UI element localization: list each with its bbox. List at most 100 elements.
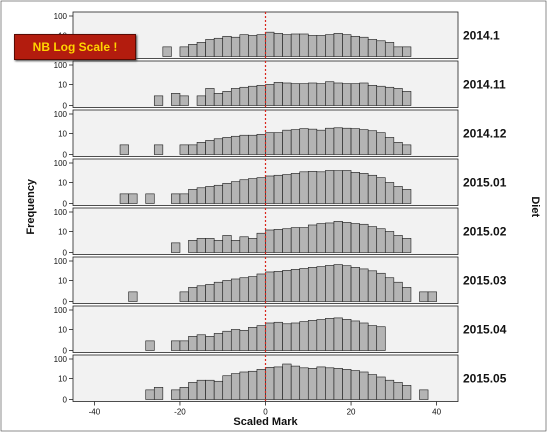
histogram-bar — [342, 265, 352, 302]
histogram-bar — [273, 174, 283, 204]
histogram-bar — [307, 320, 318, 351]
histogram-bar — [230, 373, 241, 400]
histogram-bar — [188, 382, 198, 400]
histogram-bar — [171, 340, 181, 351]
panel-label: 2014.1 — [463, 28, 500, 42]
histogram-bar — [196, 379, 206, 400]
histogram-bar — [273, 82, 283, 106]
histogram-bar — [367, 226, 378, 253]
histogram-bar — [239, 34, 249, 57]
histogram-bar — [299, 83, 309, 106]
histogram-bar — [230, 36, 241, 57]
panel-label: 2014.11 — [463, 77, 506, 91]
y-tick-label: 10 — [58, 325, 67, 334]
x-tick-label: 40 — [432, 408, 441, 417]
histogram-bar — [359, 371, 369, 400]
x-tick-label: -40 — [89, 408, 101, 417]
x-tick-label: -20 — [174, 408, 186, 417]
histogram-bar — [367, 84, 378, 106]
facet-axis-title: Diet — [529, 196, 541, 217]
histogram-bar — [325, 367, 335, 400]
panel-2015-02: 0 10 100 2015.02 — [54, 207, 507, 258]
histogram-bar — [393, 88, 403, 106]
panel-label: 2015.04 — [463, 322, 507, 336]
histogram-bar — [393, 382, 403, 400]
histogram-bar — [179, 387, 189, 400]
histogram-bar — [205, 140, 215, 155]
histogram-bar — [239, 371, 249, 400]
histogram-bar — [299, 268, 309, 302]
histogram-bar — [376, 85, 386, 106]
histogram-bar — [282, 82, 292, 106]
histogram-bar — [290, 33, 301, 57]
histogram-bar — [359, 268, 369, 302]
histogram-bar — [367, 174, 378, 204]
histogram-bar — [307, 171, 318, 204]
histogram-bar — [196, 142, 206, 155]
histogram-bar — [188, 240, 198, 253]
histogram-bar — [342, 369, 352, 400]
y-tick-label: 10 — [58, 276, 67, 285]
histogram-bar — [316, 171, 326, 204]
histogram-bar — [367, 374, 378, 400]
histogram-bar — [162, 46, 172, 57]
histogram-bar — [179, 291, 189, 302]
histogram-bar — [239, 179, 249, 204]
histogram-bar — [333, 170, 343, 204]
histogram-bar — [239, 86, 249, 106]
histogram-bar — [299, 321, 309, 351]
histogram-bar — [376, 272, 386, 302]
y-tick-label: 100 — [54, 306, 68, 315]
histogram-bar — [248, 276, 258, 302]
histogram-bar — [248, 35, 258, 57]
histogram-bar — [367, 130, 378, 155]
histogram-bar — [256, 84, 266, 106]
histogram-bar — [248, 238, 258, 253]
histogram-bar — [256, 273, 266, 302]
histogram-bar — [316, 129, 326, 155]
histogram-bar — [188, 144, 198, 155]
histogram-bar — [196, 42, 206, 57]
histogram-bar — [299, 171, 309, 204]
histogram-bar — [307, 35, 318, 57]
histogram-bar — [119, 144, 129, 155]
histogram-bar — [359, 82, 369, 106]
histogram-bar — [196, 95, 206, 106]
histogram-bar — [179, 95, 189, 106]
histogram-bar — [393, 46, 403, 57]
histogram-bar — [333, 317, 343, 351]
y-tick-label: 0 — [63, 298, 68, 307]
histogram-bar — [265, 271, 275, 302]
histogram-bar — [316, 83, 326, 106]
histogram-bar — [290, 129, 301, 155]
y-tick-label: 10 — [58, 178, 67, 187]
x-axis-title: Scaled Mark — [233, 416, 298, 428]
histogram-bar — [359, 173, 369, 204]
histogram-bar — [282, 270, 292, 302]
histogram-bar — [256, 369, 266, 400]
histogram-bar — [367, 270, 378, 302]
histogram-bar — [402, 46, 412, 57]
histogram-bar — [290, 227, 301, 253]
histogram-bar — [265, 84, 275, 106]
histogram-bar — [222, 182, 232, 204]
histogram-bar — [239, 329, 249, 351]
y-tick-label: 0 — [63, 200, 68, 209]
panel-label: 2015.01 — [463, 175, 507, 189]
histogram-bar — [350, 370, 360, 400]
histogram-bar — [325, 318, 335, 351]
histogram-bar — [359, 36, 369, 57]
histogram-bar — [265, 31, 275, 57]
histogram-bar — [171, 193, 181, 204]
y-tick-label: 0 — [63, 396, 68, 405]
histogram-bar — [376, 132, 386, 155]
histogram-bar — [230, 135, 241, 155]
histogram-bar — [188, 336, 198, 351]
histogram-bar — [299, 33, 309, 57]
histogram-bar — [265, 175, 275, 204]
histogram-bar — [188, 287, 198, 302]
histogram-bar — [333, 264, 343, 302]
